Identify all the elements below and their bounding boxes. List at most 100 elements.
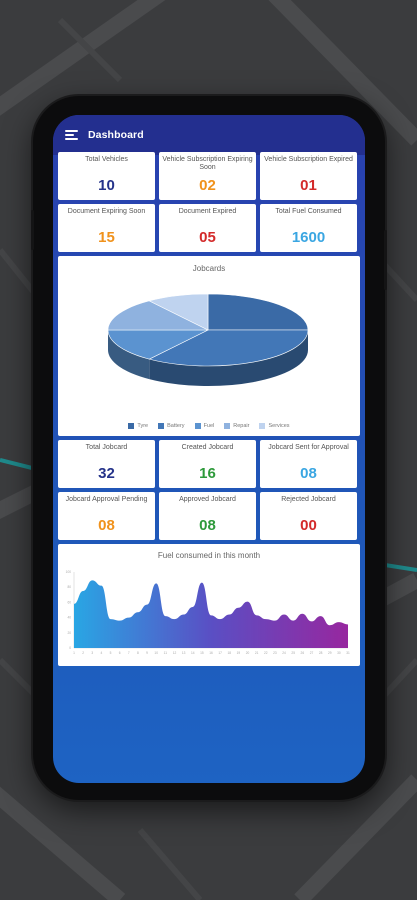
x-tick-label: 16 bbox=[209, 651, 213, 655]
stat-card[interactable]: Rejected Jobcard 00 bbox=[260, 492, 357, 540]
stat-card-label: Total Vehicles bbox=[85, 156, 128, 163]
stat-card[interactable]: Jobcard Sent for Approval 08 bbox=[260, 440, 357, 488]
stat-card[interactable]: Vehicle Subscription Expired 01 bbox=[260, 152, 357, 200]
pie-slice-battery[interactable] bbox=[148, 329, 309, 367]
legend-label: Services bbox=[268, 423, 290, 429]
x-tick-label: 11 bbox=[164, 651, 168, 655]
pie-slice-side bbox=[108, 330, 150, 380]
stat-card[interactable]: Vehicle Subscription Expiring Soon 02 bbox=[159, 152, 256, 200]
x-tick-label: 24 bbox=[282, 651, 286, 655]
stat-card-value: 08 bbox=[300, 465, 317, 482]
x-tick-label: 22 bbox=[264, 651, 268, 655]
stat-card-label: Document Expiring Soon bbox=[67, 208, 146, 215]
stat-card-value: 15 bbox=[98, 229, 115, 246]
stat-card-label: Created Jobcard bbox=[181, 444, 234, 451]
x-tick-label: 6 bbox=[119, 651, 121, 655]
fuel-area-chart: 1 2 3 4 5 6 7 8 9 10 11 12 13 14 15 16 17 18 19 20 21 22 23 24 2… bbox=[66, 570, 350, 655]
stat-card-label: Jobcard Approval Pending bbox=[65, 496, 148, 503]
stat-card[interactable]: Created Jobcard 16 bbox=[159, 440, 256, 488]
legend-item-services[interactable]: Services bbox=[259, 423, 290, 429]
stat-card[interactable]: Total Fuel Consumed 1600 bbox=[260, 204, 357, 252]
x-tick-label: 9 bbox=[146, 651, 148, 655]
x-tick-label: 30 bbox=[337, 651, 341, 655]
legend-item-fuel[interactable]: Fuel bbox=[194, 423, 215, 429]
x-tick-label: 12 bbox=[173, 651, 177, 655]
x-tick-label: 3 bbox=[91, 651, 93, 655]
stat-card[interactable]: Document Expired 05 bbox=[159, 204, 256, 252]
y-tick-label: 60 bbox=[67, 600, 71, 604]
x-tick-label: 14 bbox=[191, 651, 195, 655]
stat-card-label: Vehicle Subscription Expiring Soon bbox=[162, 156, 253, 171]
x-tick-label: 1 bbox=[73, 651, 75, 655]
app-bar: Dashboard bbox=[53, 115, 365, 155]
stat-card-value: 1600 bbox=[291, 229, 326, 246]
x-tick-label: 17 bbox=[218, 651, 222, 655]
stat-card-label: Vehicle Subscription Expired bbox=[264, 156, 353, 163]
x-tick-label: 29 bbox=[328, 651, 332, 655]
x-tick-label: 23 bbox=[273, 651, 277, 655]
x-tick-label: 18 bbox=[227, 651, 231, 655]
stat-card-value: 32 bbox=[98, 465, 115, 482]
x-tick-label: 5 bbox=[110, 651, 112, 655]
legend-label: Tyre bbox=[137, 423, 149, 429]
stat-card-value: 10 bbox=[98, 177, 115, 194]
x-tick-label: 15 bbox=[200, 651, 204, 655]
x-tick-label: 7 bbox=[128, 651, 130, 655]
jobcards-chart-panel: Jobcards Tyre Battery Fuel Repair Services bbox=[58, 256, 360, 436]
legend-swatch bbox=[224, 423, 231, 429]
x-tick-label: 10 bbox=[154, 651, 158, 655]
app-screen: Dashboard Total Vehicles 10 Vehicle Subs… bbox=[53, 115, 365, 783]
x-tick-label: 2 bbox=[82, 651, 84, 655]
x-tick-label: 13 bbox=[182, 651, 186, 655]
legend-swatch bbox=[259, 423, 266, 429]
chart-legend: Tyre Battery Fuel Repair Services bbox=[58, 423, 360, 429]
stat-card-label: Document Expired bbox=[178, 208, 237, 215]
legend-swatch bbox=[158, 423, 165, 429]
y-tick-label: 80 bbox=[67, 585, 71, 589]
stat-card-label: Approved Jobcard bbox=[179, 496, 236, 503]
menu-icon[interactable] bbox=[65, 130, 78, 140]
stat-card-label: Jobcard Sent for Approval bbox=[268, 444, 349, 451]
pie-slice-tyre[interactable] bbox=[207, 293, 309, 331]
pie-slice-fuel[interactable] bbox=[107, 329, 209, 360]
phone-side-button bbox=[31, 210, 34, 250]
stat-card[interactable]: Document Expiring Soon 15 bbox=[58, 204, 155, 252]
y-tick-label: 100 bbox=[66, 570, 72, 574]
fuel-area-series bbox=[74, 580, 348, 648]
stat-card-value: 01 bbox=[300, 177, 317, 194]
y-tick-label: 20 bbox=[67, 631, 71, 635]
jobcards-pie-chart bbox=[107, 293, 309, 386]
legend-item-repair[interactable]: Repair bbox=[224, 423, 249, 429]
legend-item-tyre[interactable]: Tyre bbox=[128, 423, 148, 429]
y-tick-label: 0 bbox=[69, 646, 71, 650]
page-title: Dashboard bbox=[88, 129, 144, 141]
x-tick-label: 28 bbox=[319, 651, 323, 655]
pie-slice-side bbox=[149, 330, 308, 386]
stat-card-value: 02 bbox=[199, 177, 216, 194]
stat-card-value: 16 bbox=[199, 465, 216, 482]
pie-slice-services[interactable] bbox=[148, 293, 209, 331]
pie-slice-repair[interactable] bbox=[107, 300, 209, 331]
x-tick-label: 27 bbox=[310, 651, 314, 655]
y-tick-label: 40 bbox=[67, 616, 71, 620]
x-tick-label: 20 bbox=[246, 651, 250, 655]
legend-swatch bbox=[194, 423, 201, 429]
stat-card[interactable]: Approved Jobcard 08 bbox=[159, 492, 256, 540]
summary-cards: Total Vehicles 10 Vehicle Subscription E… bbox=[58, 152, 360, 252]
legend-label: Fuel bbox=[203, 423, 215, 429]
chart-title: Fuel consumed in this month bbox=[157, 551, 261, 560]
legend-label: Battery bbox=[167, 423, 185, 429]
jobcard-cards: Total Jobcard 32 Created Jobcard 16 Jobc… bbox=[58, 440, 360, 540]
stat-card[interactable]: Jobcard Approval Pending 08 bbox=[58, 492, 155, 540]
chart-title: Jobcards bbox=[192, 264, 226, 273]
legend-label: Repair bbox=[233, 423, 250, 429]
x-tick-label: 4 bbox=[101, 651, 103, 655]
stat-card-value: 00 bbox=[300, 517, 317, 534]
legend-item-battery[interactable]: Battery bbox=[158, 423, 185, 429]
fuel-chart-panel: Fuel consumed in this month 1 2 3 4 5 6 7 8 9 10 1… bbox=[58, 544, 360, 666]
x-tick-label: 21 bbox=[255, 651, 259, 655]
x-tick-label: 25 bbox=[291, 651, 295, 655]
stat-card-value: 05 bbox=[199, 229, 216, 246]
stat-card[interactable]: Total Jobcard 32 bbox=[58, 440, 155, 488]
stat-card[interactable]: Total Vehicles 10 bbox=[58, 152, 155, 200]
